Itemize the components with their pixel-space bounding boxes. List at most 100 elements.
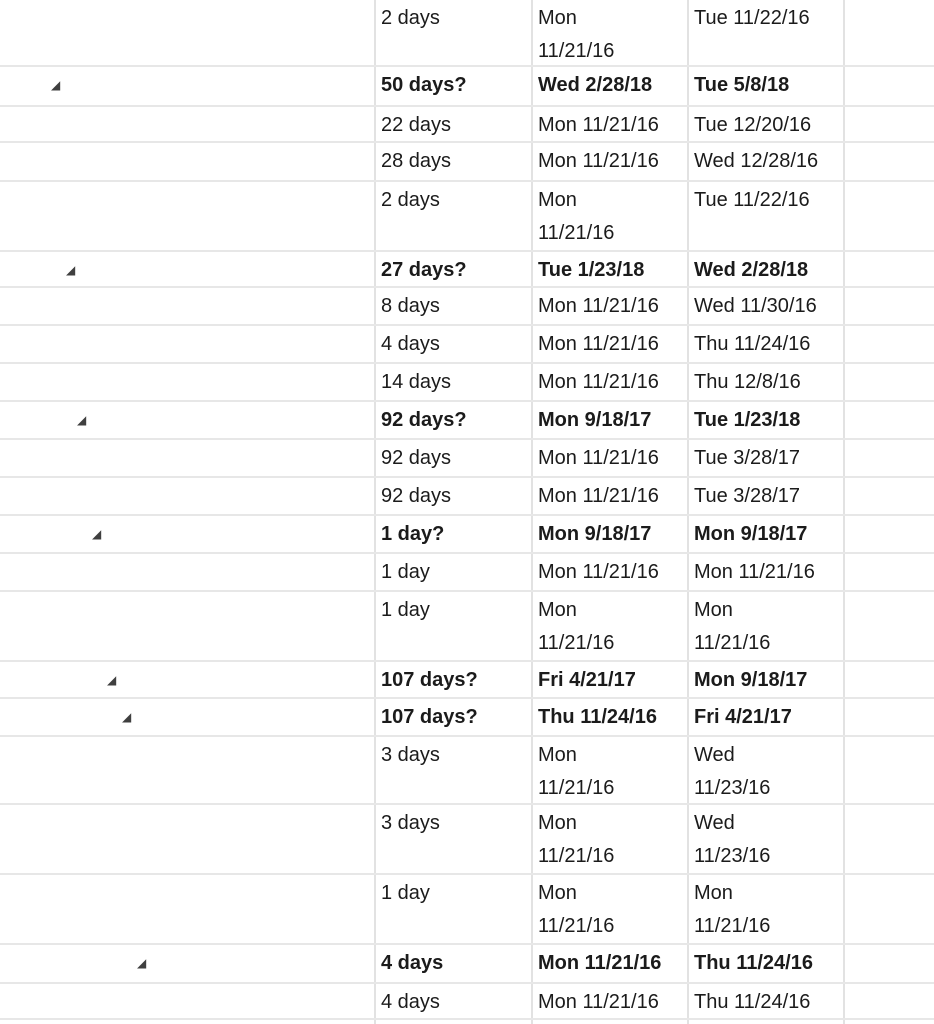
finish-date-cell[interactable]: Tue 1/23/18 [694,409,801,431]
start-date-cell[interactable]: Mon 11/21/16 [538,599,615,654]
finish-date-cell[interactable]: Tue 3/28/17 [694,447,801,469]
duration-cell[interactable]: 1 day [381,599,430,621]
finish-date-cell[interactable]: Tue 11/22/16 [694,7,810,29]
duration-cell[interactable]: 1 day [381,561,430,583]
duration-cell[interactable]: 2 days [381,7,440,29]
duration-cell[interactable]: 27 days? [381,259,467,281]
task-name-cell[interactable]: ◢ QA [0,67,374,105]
collapse-triangle-icon[interactable]: ◢ [51,77,61,92]
start-date-cell[interactable]: Thu 11/24/16 [538,706,657,728]
start-date-cell[interactable]: Mon 11/21/16 [538,295,659,317]
collapse-triangle-icon[interactable]: ◢ [122,709,132,724]
task-name-cell[interactable]: ◢ Closing [0,945,374,982]
start-date-cell[interactable] [531,1020,687,1024]
task-name-cell[interactable]: ◢ Support [0,699,374,735]
finish-date-cell[interactable] [687,1020,843,1024]
start-date-cell[interactable]: Mon 9/18/17 [538,523,652,545]
collapse-triangle-icon[interactable]: ◢ [137,955,147,970]
duration-cell[interactable]: 107 days? [381,669,478,691]
task-name-cell[interactable]: Support Process Approved [0,875,374,943]
start-date-cell[interactable]: Mon 11/21/16 [538,371,659,393]
start-date-cell[interactable]: Mon 11/21/16 [538,991,659,1013]
task-name-cell[interactable]: Lessons Learned [0,984,374,1018]
collapse-triangle-icon[interactable]: ◢ [92,526,102,541]
duration-cell[interactable]: 4 days [381,333,440,355]
duration-cell[interactable]: 8 days [381,295,440,317]
task-name-cell[interactable] [0,1020,374,1024]
start-date-cell[interactable]: Mon 11/21/16 [538,485,659,507]
start-date-cell[interactable]: Mon 11/21/16 [538,7,615,62]
finish-date-cell[interactable]: Wed 11/23/16 [694,812,771,867]
duration-cell[interactable]: 22 days [381,114,452,136]
finish-date-cell[interactable]: Mon 11/21/16 [694,599,771,654]
task-name-cell[interactable]: Architect [0,478,374,514]
duration-cell[interactable]: 92 days [381,447,452,469]
start-date-cell[interactable]: Mon 11/21/16 [538,952,662,974]
start-date-cell[interactable]: Tue 1/23/18 [538,259,645,281]
duration-cell[interactable]: 1 day? [381,523,445,545]
finish-date-cell[interactable]: Wed 11/23/16 [694,744,771,799]
collapse-triangle-icon[interactable]: ◢ [66,262,76,277]
finish-date-cell[interactable]: Thu 12/8/16 [694,371,801,393]
collapse-triangle-icon[interactable]: ◢ [107,672,117,687]
duration-cell[interactable]: 14 days [381,371,452,393]
task-name-cell[interactable]: ◢ Monitor and Control [0,662,374,697]
start-date-cell[interactable]: Mon 11/21/16 [538,561,659,583]
task-name-cell[interactable]: Remediation [0,326,374,362]
duration-cell[interactable]: 4 days [381,952,444,974]
duration-cell[interactable]: 4 days [381,991,440,1013]
task-name-cell[interactable]: Testing Support [0,288,374,324]
duration-cell[interactable]: 92 days [381,485,452,507]
finish-date-cell[interactable]: Mon 11/21/16 [694,561,815,583]
duration-cell[interactable]: 2 days [381,189,440,211]
finish-date-cell[interactable]: Mon 9/18/17 [694,523,808,545]
start-date-cell[interactable]: Mon 11/21/16 [538,882,615,937]
finish-date-cell[interactable]: Wed 12/28/16 [694,150,819,172]
finish-date-cell[interactable]: Thu 11/24/16 [694,333,811,355]
finish-date-cell[interactable]: Wed 11/30/16 [694,295,817,317]
duration-cell[interactable]: 1 day [381,882,430,904]
finish-date-cell[interactable]: Fri 4/21/17 [694,706,792,728]
start-date-cell[interactable]: Mon 9/18/17 [538,409,652,431]
task-name-cell[interactable]: Go-Live Milestone [0,554,374,590]
task-name-cell[interactable]: Deploy Reports to Production [0,182,374,250]
start-date-cell[interactable]: Mon 11/21/16 [538,744,615,799]
duration-cell[interactable]: 3 days [381,744,440,766]
task-name-cell[interactable]: Module Reports in Production- Go-Live [0,592,374,660]
task-name-cell[interactable]: Test Case Creation [0,107,374,141]
duration-cell[interactable]: 28 days [381,150,452,172]
start-date-cell[interactable]: Fri 4/21/17 [538,669,636,691]
start-date-cell[interactable]: Wed 2/28/18 [538,74,653,96]
finish-date-cell[interactable]: Mon 9/18/17 [694,669,808,691]
duration-cell[interactable] [374,1020,531,1024]
start-date-cell[interactable]: Mon 11/21/16 [538,189,615,244]
task-name-cell[interactable]: Project Manager [0,440,374,476]
finish-date-cell[interactable]: Thu 11/24/16 [694,952,813,974]
task-name-cell[interactable]: ◢ Go-Live [0,516,374,552]
start-date-cell[interactable]: Mon 11/21/16 [538,114,659,136]
duration-cell[interactable]: 50 days? [381,74,467,96]
start-date-cell[interactable]: Mon 11/21/16 [538,447,659,469]
collapse-triangle-icon[interactable]: ◢ [77,412,87,427]
task-name-cell[interactable]: ◢ Oversight [0,402,374,438]
task-name-cell[interactable]: Production Support [0,364,374,400]
finish-date-cell[interactable]: Tue 11/22/16 [694,189,810,211]
finish-date-cell[interactable]: Tue 12/20/16 [694,114,812,136]
finish-date-cell[interactable]: Tue 3/28/17 [694,485,801,507]
duration-cell[interactable]: 92 days? [381,409,467,431]
duration-cell[interactable]: 3 days [381,812,440,834]
finish-date-cell[interactable]: Mon 11/21/16 [694,882,771,937]
task-name-cell[interactable]: ◢ UAT [0,252,374,286]
duration-cell[interactable]: 107 days? [381,706,478,728]
task-name-cell[interactable]: Test Case Execution [0,143,374,180]
finish-date-cell[interactable]: Tue 5/8/18 [694,74,790,96]
column-gridline [843,0,845,1024]
start-date-cell[interactable]: Mon 11/21/16 [538,333,659,355]
start-date-cell[interactable]: Mon 11/21/16 [538,812,615,867]
task-name-cell[interactable]: Review Support Process [0,805,374,873]
task-name-cell[interactable]: Reports Approved by Business Owner/Vendo… [0,0,374,65]
finish-date-cell[interactable]: Wed 2/28/18 [694,259,809,281]
start-date-cell[interactable]: Mon 11/21/16 [538,150,659,172]
task-name-cell[interactable]: Define Support Process [0,737,374,803]
finish-date-cell[interactable]: Thu 11/24/16 [694,991,811,1013]
